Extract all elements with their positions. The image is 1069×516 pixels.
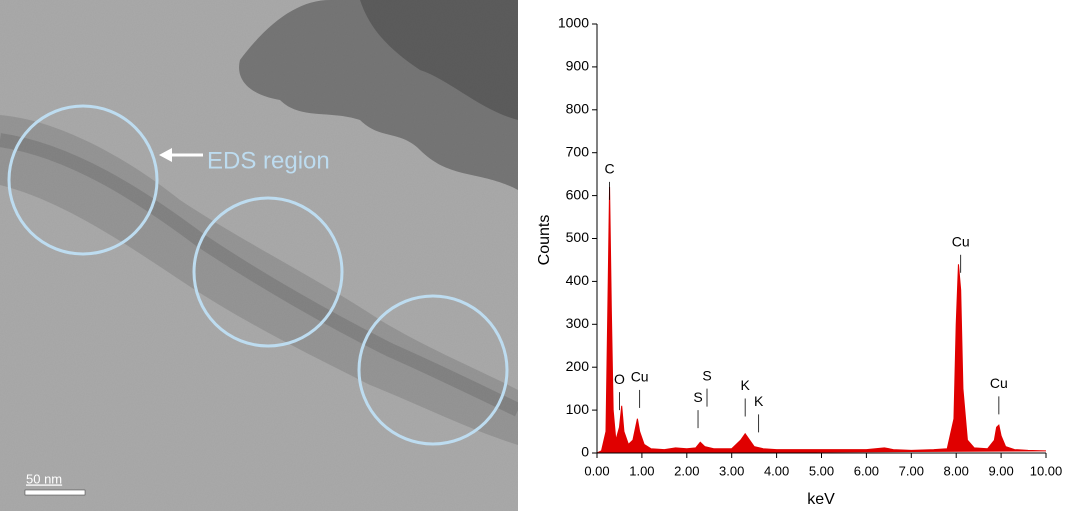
scale-bar-label: 50 nm	[26, 471, 62, 486]
y-tick-label: 600	[566, 186, 590, 202]
spectrum-chart: Counts keV 0 100 200 300 400 500 600 700 800 900 1…	[536, 15, 1062, 509]
y-tick-label: 300	[566, 315, 590, 331]
scale-bar	[25, 490, 85, 495]
y-tick-label: 800	[566, 101, 590, 117]
x-tick-label: 7.00	[899, 463, 924, 478]
x-tick-label: 10.00	[1030, 463, 1063, 478]
y-tick-label: 1000	[558, 15, 589, 31]
region-label: EDS region	[207, 147, 330, 174]
figure: EDS region 50 nm Counts keV 0 100 200 300 40…	[0, 0, 1069, 511]
tem-image: EDS region 50 nm	[0, 0, 518, 511]
image-grain	[0, 0, 518, 511]
y-tick-label: 400	[566, 272, 590, 288]
x-tick-label: 6.00	[854, 463, 879, 478]
x-tick-label: 3.00	[719, 463, 744, 478]
peak-label: S	[693, 389, 702, 405]
y-tick-label: 0	[581, 444, 589, 460]
x-tick-label: 5.00	[809, 463, 834, 478]
peak-label: Cu	[631, 369, 649, 385]
peak-label: Cu	[990, 375, 1008, 391]
y-tick-label: 900	[566, 58, 590, 74]
x-tick-label: 0.00	[584, 463, 609, 478]
x-tick-label: 4.00	[764, 463, 789, 478]
peak-label: Cu	[952, 233, 970, 249]
peak-label: C	[605, 161, 615, 177]
y-axis-label: Counts	[536, 215, 553, 266]
spectrum	[597, 187, 1046, 453]
y-tick-label: 100	[566, 401, 590, 417]
peak-label: K	[740, 377, 750, 393]
y-tick-label: 200	[566, 358, 590, 374]
y-tick-label: 500	[566, 229, 590, 245]
x-tick-label: 2.00	[674, 463, 699, 478]
y-tick-label: 700	[566, 143, 590, 159]
peak-label: S	[702, 367, 711, 383]
x-tick-label: 1.00	[629, 463, 654, 478]
x-tick-label: 9.00	[988, 463, 1013, 478]
peak-label: O	[614, 371, 625, 387]
x-tick-label: 8.00	[944, 463, 969, 478]
x-axis-label: keV	[807, 491, 835, 508]
peak-label: K	[754, 393, 764, 409]
